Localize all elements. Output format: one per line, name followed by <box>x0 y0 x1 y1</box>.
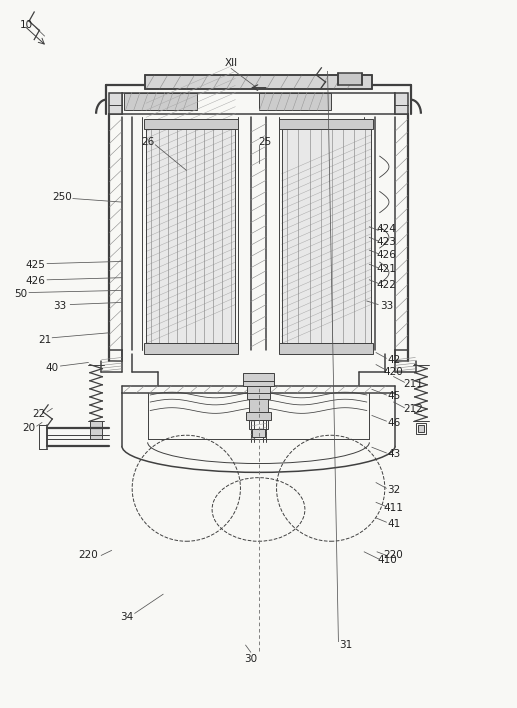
Text: 46: 46 <box>387 418 400 428</box>
Text: 33: 33 <box>53 301 67 311</box>
Text: 212: 212 <box>403 404 423 414</box>
Text: XII: XII <box>224 58 238 68</box>
Bar <box>252 429 265 438</box>
Bar <box>418 426 424 432</box>
Bar <box>145 75 372 89</box>
Text: 423: 423 <box>376 237 397 247</box>
Text: 50: 50 <box>14 289 27 299</box>
Text: 420: 420 <box>384 367 403 377</box>
Text: 40: 40 <box>45 363 59 373</box>
Text: 411: 411 <box>384 503 404 513</box>
Text: 31: 31 <box>340 640 353 650</box>
Bar <box>258 93 331 110</box>
Bar <box>109 93 122 114</box>
Bar <box>339 73 361 86</box>
Bar <box>249 399 268 412</box>
Text: 426: 426 <box>26 276 45 286</box>
Bar <box>282 130 371 343</box>
Bar <box>249 421 268 429</box>
Text: 20: 20 <box>23 423 36 433</box>
Text: 220: 220 <box>384 550 403 561</box>
Bar <box>279 119 373 130</box>
Text: 30: 30 <box>244 654 257 664</box>
Bar <box>247 386 270 399</box>
Bar <box>279 343 373 354</box>
Text: 32: 32 <box>387 485 400 495</box>
Text: 422: 422 <box>376 280 397 290</box>
Bar <box>146 130 235 343</box>
Text: 41: 41 <box>387 518 400 529</box>
Bar <box>144 343 238 354</box>
Text: 250: 250 <box>53 192 72 202</box>
Text: 33: 33 <box>380 301 393 311</box>
Text: 220: 220 <box>79 550 98 561</box>
Text: 426: 426 <box>376 250 397 260</box>
Bar <box>90 421 102 439</box>
Text: 42: 42 <box>387 355 400 365</box>
Bar <box>395 93 408 114</box>
Text: 410: 410 <box>377 555 397 565</box>
Text: 211: 211 <box>403 379 423 389</box>
Bar <box>246 412 271 421</box>
Text: 26: 26 <box>141 137 154 147</box>
Bar <box>144 119 238 130</box>
Text: 421: 421 <box>376 264 397 274</box>
Bar <box>243 373 274 386</box>
Text: 21: 21 <box>38 335 51 345</box>
Text: 34: 34 <box>120 612 133 622</box>
Bar <box>125 93 196 110</box>
Text: 22: 22 <box>33 409 46 419</box>
Bar <box>282 130 371 343</box>
Text: 45: 45 <box>387 392 400 401</box>
Text: 424: 424 <box>376 224 397 234</box>
Text: 10: 10 <box>20 21 33 30</box>
Text: 425: 425 <box>26 260 45 270</box>
Text: 25: 25 <box>258 137 271 147</box>
Bar <box>146 130 235 343</box>
Text: 43: 43 <box>387 450 400 459</box>
Bar <box>416 423 426 434</box>
